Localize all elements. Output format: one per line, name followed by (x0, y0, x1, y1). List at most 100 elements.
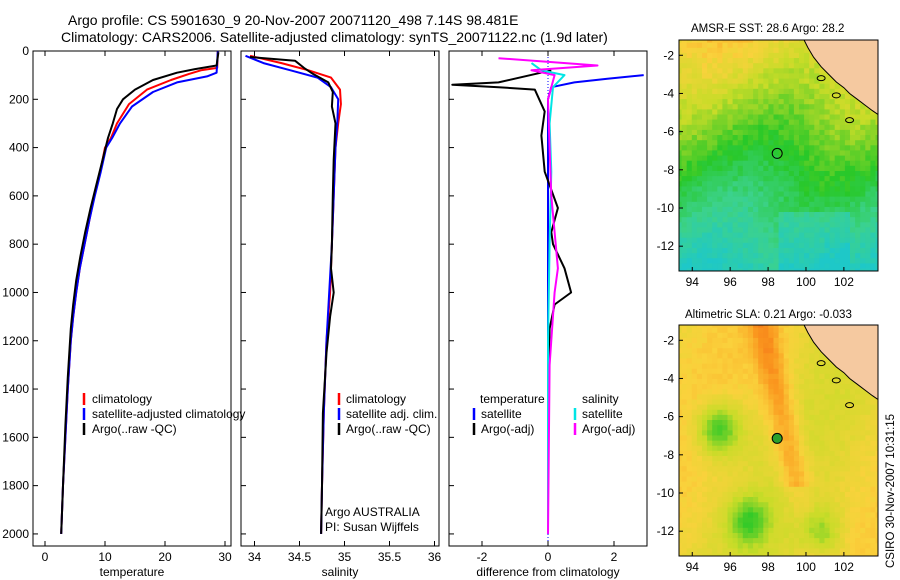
map-cell (747, 222, 754, 228)
map-cell (814, 83, 820, 90)
map-cell (696, 42, 703, 49)
map-cell (860, 533, 866, 539)
map-cell (763, 409, 769, 416)
map-cell (799, 165, 805, 172)
map-cell (691, 379, 698, 385)
map-cell (681, 445, 688, 452)
map-cell (799, 181, 805, 187)
map-cell (778, 368, 785, 375)
map-cell (679, 527, 683, 534)
map-cell (696, 181, 703, 187)
map-cell (773, 553, 780, 556)
map-cell (679, 445, 683, 452)
map-cell (681, 450, 688, 457)
map-cell (696, 327, 703, 334)
map-cell (870, 124, 876, 131)
map-cell (717, 160, 723, 167)
map-cell (824, 88, 831, 95)
map-cell (819, 368, 825, 375)
map-cell (834, 507, 841, 513)
map-cell (809, 538, 815, 544)
map-cell (783, 73, 790, 79)
map-cell (875, 248, 878, 254)
map-cell (850, 263, 856, 269)
map-cell (696, 47, 703, 54)
map-cell (870, 242, 876, 249)
map-cell (727, 368, 734, 375)
map-cell (742, 145, 749, 151)
map-cell (844, 491, 851, 498)
map-cell (855, 527, 861, 534)
map-cell (768, 171, 774, 177)
map-cell (809, 409, 815, 416)
map-cell (732, 99, 739, 105)
map-cell (717, 389, 723, 395)
map-cell (829, 445, 836, 452)
map-cell (758, 155, 764, 162)
map-cell (839, 497, 846, 503)
map-cell (778, 394, 785, 400)
map-cell (819, 507, 825, 513)
map-cell (758, 368, 764, 375)
map-cell (855, 253, 861, 259)
map-cell (758, 533, 764, 539)
map-cell (824, 135, 831, 141)
map-cell (722, 124, 728, 131)
map-cell (691, 129, 698, 136)
map-cell (793, 553, 800, 556)
map-cell (679, 150, 683, 156)
map-cell (742, 140, 749, 146)
map-cell (679, 466, 683, 472)
map-cell (799, 104, 805, 110)
map-cell (727, 538, 734, 544)
map-cell (702, 373, 708, 380)
map-cell (768, 548, 774, 554)
map-cell (686, 68, 693, 74)
map-cell (707, 491, 713, 498)
map-cell (747, 217, 754, 223)
map-cell (732, 440, 739, 447)
map-cell (758, 358, 764, 364)
map-cell (679, 481, 683, 488)
map-cell (696, 414, 703, 421)
map-cell (702, 435, 708, 441)
series-line-climatology (249, 54, 342, 534)
map-cell (686, 543, 693, 549)
map-cell (753, 337, 759, 344)
map-cell (747, 399, 754, 406)
map-cell (732, 430, 739, 436)
map-cell (829, 456, 836, 462)
map-cell (850, 420, 856, 426)
y-tick-label: 400 (9, 141, 29, 155)
map-cell (742, 538, 749, 544)
map-cell (712, 253, 718, 259)
map-cell (732, 155, 739, 162)
map-cell (679, 135, 683, 141)
map-cell (742, 399, 749, 406)
map-cell (860, 191, 866, 198)
map-cell (814, 217, 820, 223)
map-cell (722, 191, 728, 198)
map-cell (681, 119, 688, 126)
map-cell (824, 129, 831, 136)
map-cell (737, 435, 744, 441)
map-cell (758, 327, 764, 334)
map-cell (804, 88, 810, 95)
map-cell (758, 379, 764, 385)
map-cell (763, 502, 769, 508)
map-cell (799, 78, 805, 85)
map-cell (768, 466, 774, 472)
map-cell (717, 373, 723, 380)
map-cell (850, 548, 856, 554)
map-cell (712, 450, 718, 457)
map-cell (681, 394, 688, 400)
map-cell (783, 353, 790, 359)
map-cell (788, 414, 795, 421)
map-cell (686, 430, 693, 436)
map-cell (819, 476, 825, 483)
map-cell (870, 232, 876, 239)
map-cell (686, 414, 693, 421)
map-cell (829, 486, 836, 493)
map-cell (702, 471, 708, 477)
map-cell (768, 186, 774, 192)
